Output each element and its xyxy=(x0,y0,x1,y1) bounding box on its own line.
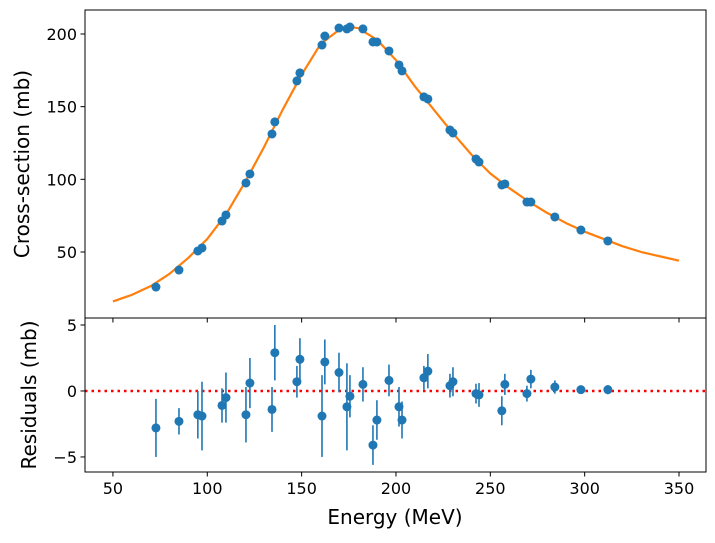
data-point xyxy=(151,423,161,433)
y-tick-label: 100 xyxy=(46,170,77,189)
y-tick-label: −5 xyxy=(53,448,77,467)
data-point xyxy=(576,385,586,395)
data-point xyxy=(320,31,330,41)
data-point xyxy=(500,379,510,389)
x-tick-label: 50 xyxy=(103,479,123,498)
data-point xyxy=(295,68,305,78)
plot-area xyxy=(85,324,706,465)
data-point xyxy=(500,179,510,189)
data-point xyxy=(174,416,184,426)
data-point xyxy=(526,374,536,384)
data-point xyxy=(317,411,327,421)
data-point xyxy=(267,404,277,414)
x-tick-label: 100 xyxy=(192,479,223,498)
data-point xyxy=(217,400,227,410)
data-point xyxy=(397,415,407,425)
bottom-y-axis-label: Residuals (mb) xyxy=(17,320,41,469)
data-point xyxy=(448,377,458,387)
data-point xyxy=(334,368,344,378)
data-point xyxy=(474,390,484,400)
data-point xyxy=(267,129,277,139)
data-point xyxy=(245,169,255,179)
data-point xyxy=(419,373,429,383)
data-point xyxy=(550,382,560,392)
data-point xyxy=(221,393,231,403)
data-point xyxy=(317,40,327,50)
data-point xyxy=(174,265,184,275)
data-point xyxy=(345,22,355,32)
y-tick-label: 150 xyxy=(46,98,77,117)
x-tick-label: 300 xyxy=(569,479,600,498)
cross-section-panel: 50 100 150 200 xyxy=(46,9,707,323)
data-point xyxy=(295,354,305,364)
data-point xyxy=(368,440,378,450)
x-tick-label: 150 xyxy=(286,479,317,498)
data-point xyxy=(334,23,344,33)
data-point xyxy=(245,378,255,388)
data-point xyxy=(270,348,280,358)
data-point xyxy=(241,178,251,188)
data-point xyxy=(345,391,355,401)
data-point xyxy=(423,366,433,376)
data-point xyxy=(372,37,382,47)
x-axis-label: Energy (MeV) xyxy=(327,505,462,529)
data-point xyxy=(550,212,560,222)
data-point xyxy=(576,225,586,235)
data-point xyxy=(474,157,484,167)
data-point xyxy=(384,46,394,56)
x-tick-label: 350 xyxy=(664,479,695,498)
data-point xyxy=(241,410,251,420)
data-point xyxy=(372,415,382,425)
y-tick-label: 200 xyxy=(46,25,77,44)
axes-frame xyxy=(84,317,707,473)
data-point xyxy=(603,236,613,246)
data-point xyxy=(221,210,231,220)
plot-area xyxy=(112,22,680,303)
data-point xyxy=(423,94,433,104)
x-tick-label: 250 xyxy=(475,479,506,498)
x-tick-label: 200 xyxy=(381,479,412,498)
data-point xyxy=(497,406,507,416)
data-point xyxy=(397,66,407,76)
data-point xyxy=(448,128,458,138)
data-point xyxy=(358,379,368,389)
data-point xyxy=(358,24,368,34)
data-point xyxy=(603,385,613,395)
data-point xyxy=(320,357,330,367)
data-point xyxy=(292,76,302,86)
y-tick-label: 5 xyxy=(67,316,77,335)
data-point xyxy=(526,197,536,207)
data-point xyxy=(384,375,394,385)
y-tick-label: 50 xyxy=(57,243,77,262)
y-tick-label: 0 xyxy=(67,382,77,401)
data-point xyxy=(197,411,207,421)
data-point xyxy=(522,389,532,399)
data-point xyxy=(270,117,280,127)
data-point xyxy=(151,282,161,292)
residuals-panel: 50 100 150 200 250 300 350 −5 0 5 xyxy=(53,316,707,498)
top-y-axis-label: Cross-section (mb) xyxy=(10,70,34,258)
data-point xyxy=(197,243,207,253)
